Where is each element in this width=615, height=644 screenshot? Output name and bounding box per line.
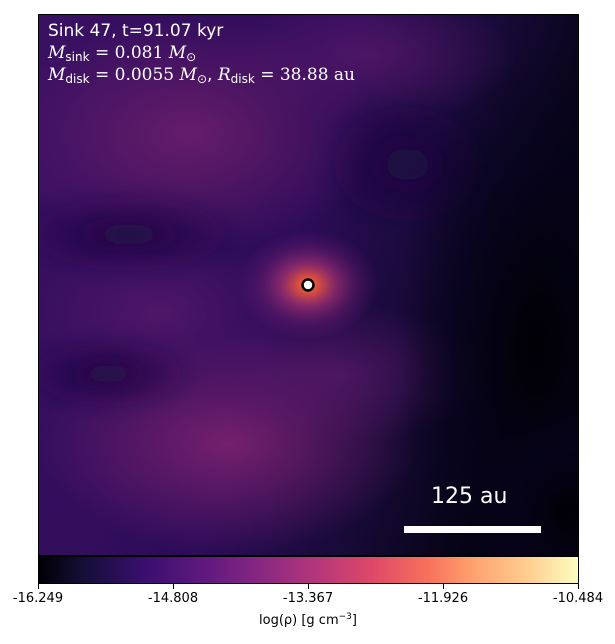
sink-title: Sink 47, t=91.07 kyr [48, 21, 224, 41]
colorbar-tick-label: -11.926 [417, 591, 469, 606]
low-density-corner [477, 403, 578, 555]
disk-properties: Mdisk = 0.0055 M⊙, Rdisk = 38.88 au [48, 65, 356, 86]
colorbar-label: log(ρ) [g cm−3] [259, 612, 357, 629]
scale-bar-label: 125 au [431, 484, 508, 509]
sink-marker [301, 278, 315, 292]
colorbar-tick-mark [578, 584, 579, 589]
void-lower-left [39, 333, 199, 414]
upper-right-filament [218, 15, 518, 125]
colorbar-tick-label: -13.367 [282, 591, 334, 606]
colorbar-tick-label: -14.808 [147, 591, 199, 606]
colorbar [38, 556, 579, 584]
colorbar-tick-label: -10.484 [552, 591, 604, 606]
sink-mass: Msink = 0.081 M⊙ [48, 43, 197, 64]
colorbar-tick-mark [443, 584, 444, 589]
colorbar-tick-label: -16.249 [12, 591, 64, 606]
void-left [39, 189, 249, 280]
scale-bar [404, 526, 541, 533]
density-map: Sink 47, t=91.07 kyr Msink = 0.081 M⊙ Md… [38, 14, 579, 556]
colorbar-tick-mark [308, 584, 309, 589]
density-image [39, 15, 578, 555]
colorbar-tick-mark [173, 584, 174, 589]
colorbar-tick-mark [38, 584, 39, 589]
